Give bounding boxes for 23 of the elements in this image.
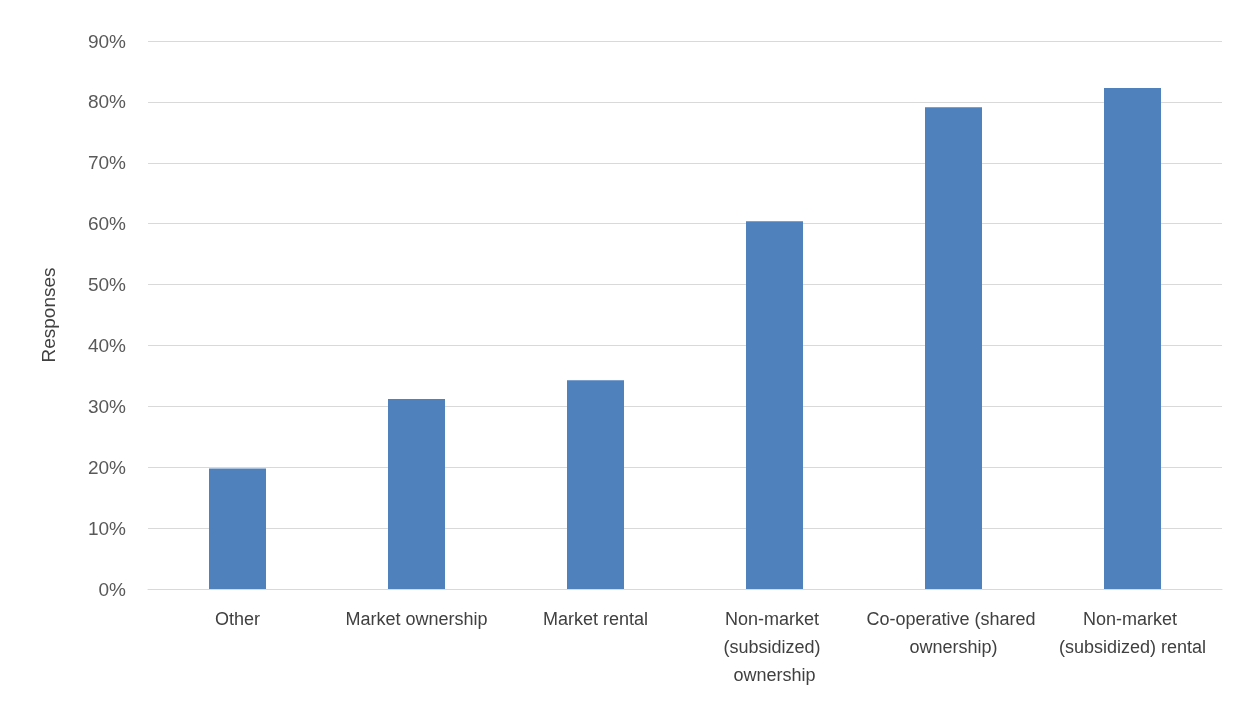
x-tick-label: Non-market (subsidized) ownership <box>723 609 826 685</box>
bar <box>1104 87 1161 589</box>
bar <box>388 399 445 589</box>
y-tick-label: 0% <box>98 578 127 600</box>
y-tick-label: 50% <box>87 274 127 296</box>
x-tick-label: Other <box>214 609 261 629</box>
bar <box>746 221 803 589</box>
y-tick-label: 40% <box>87 334 127 356</box>
y-axis-title: Responses <box>38 267 59 363</box>
x-tick-label: Market rental <box>542 609 649 629</box>
y-tick-label: 20% <box>87 456 127 478</box>
y-tick-label: 80% <box>87 91 127 113</box>
x-tick-label: Market ownership <box>345 609 488 629</box>
bar <box>567 380 624 589</box>
bar <box>209 468 266 589</box>
y-tick-label: 70% <box>87 152 127 174</box>
y-tick-label: 60% <box>87 213 127 235</box>
bar <box>925 107 982 589</box>
x-tick-label: Non-market (subsidized) rental <box>1058 609 1207 657</box>
y-tick-label: 10% <box>87 517 127 539</box>
y-tick-label: 30% <box>87 395 127 417</box>
x-tick-label: Co-operative (shared ownership) <box>866 609 1041 657</box>
y-tick-label: 90% <box>87 30 127 52</box>
